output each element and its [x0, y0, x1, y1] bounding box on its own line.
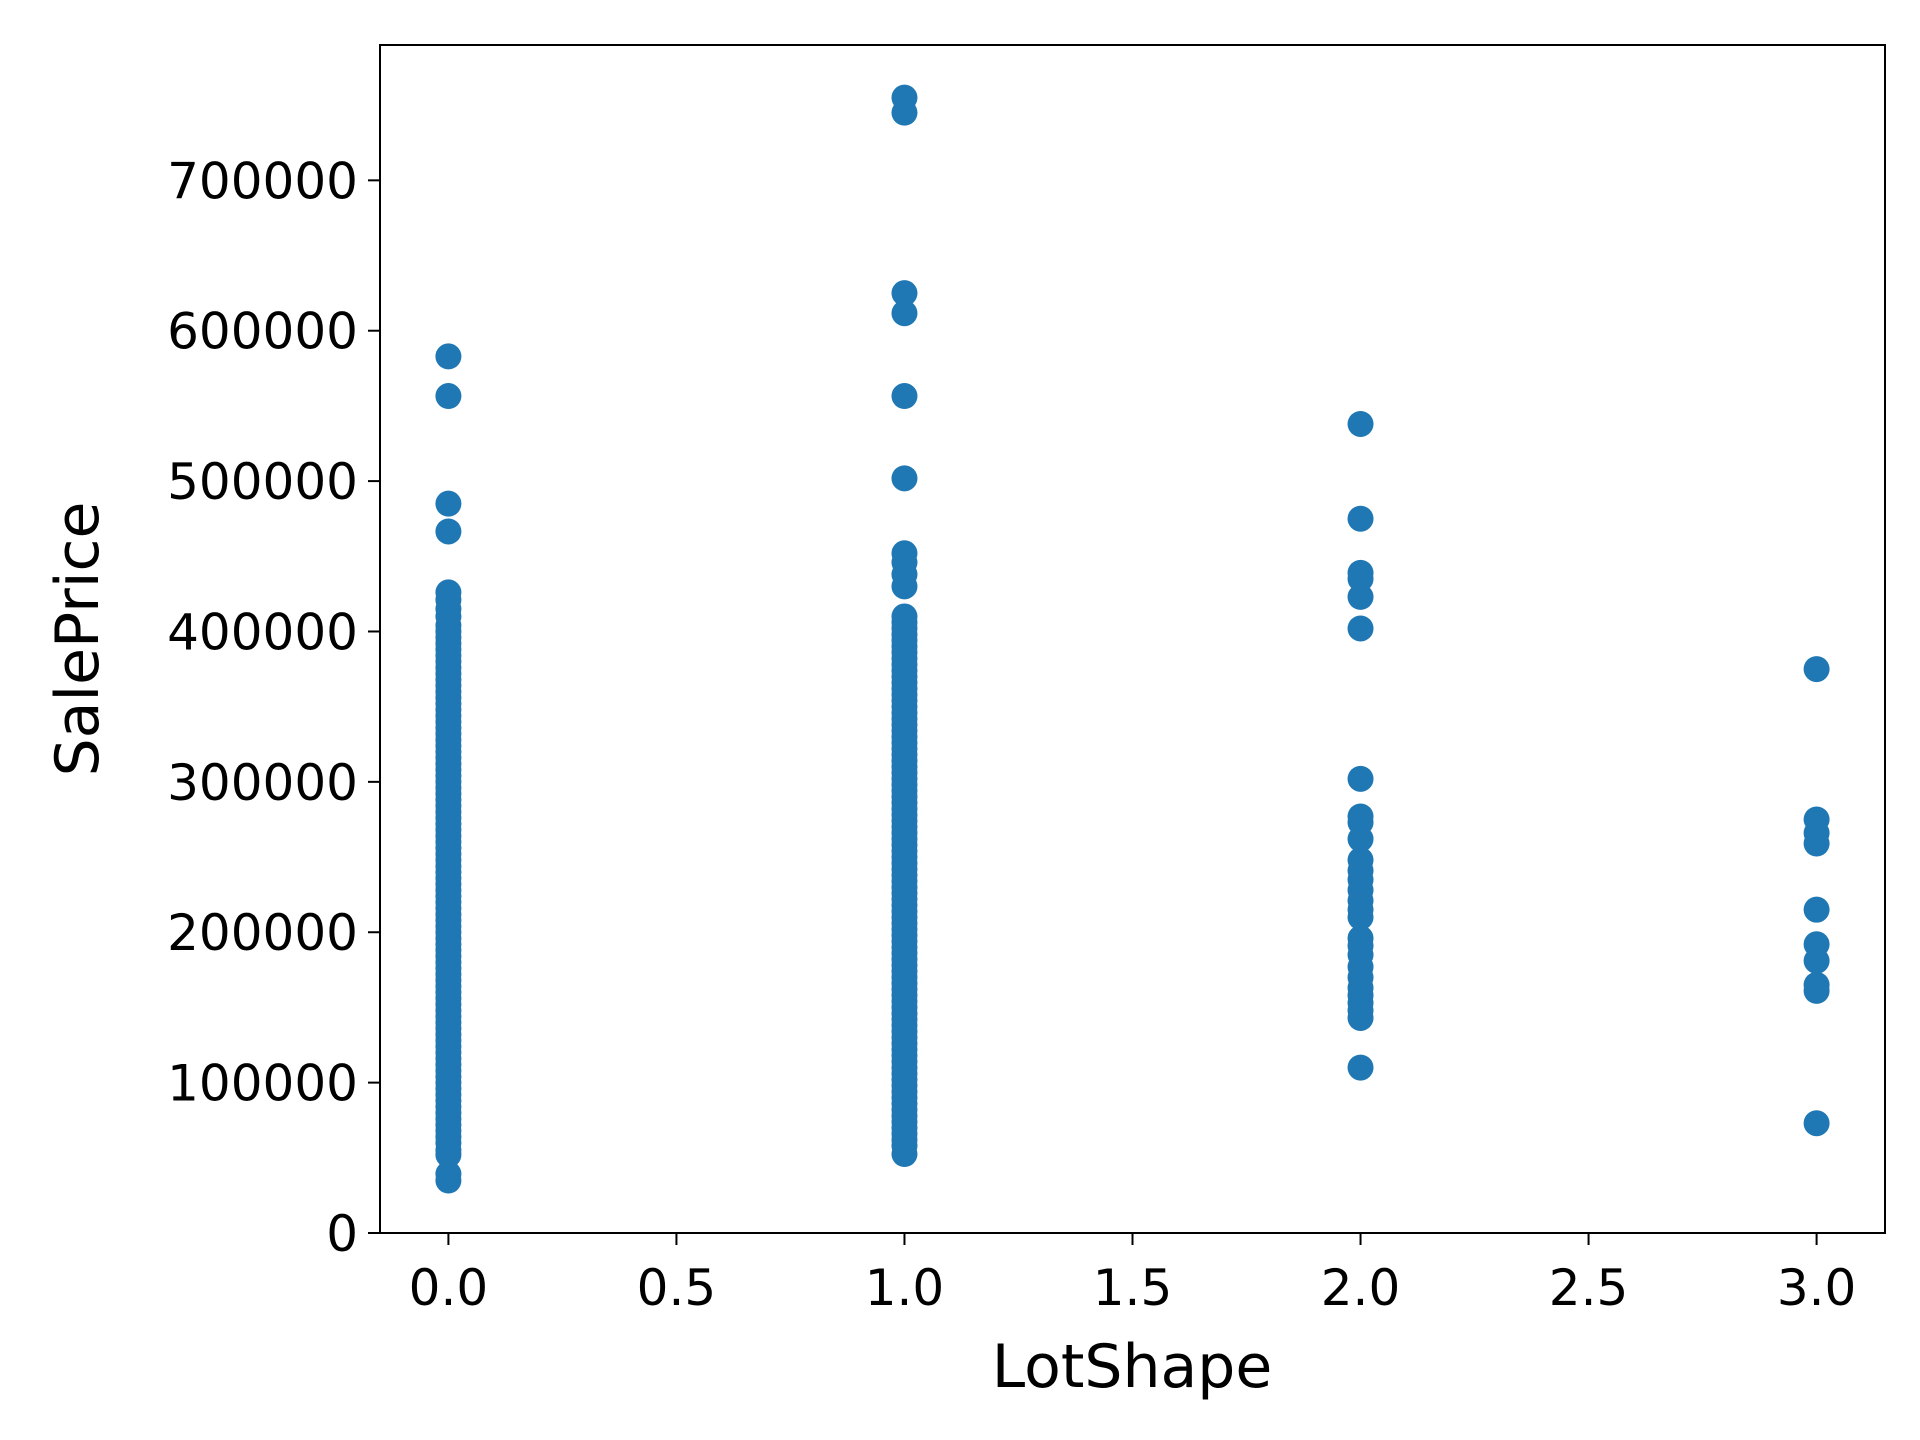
- data-point-224: [1347, 559, 1374, 586]
- data-point-198: [891, 84, 918, 111]
- data-point-94: [435, 579, 462, 606]
- data-points: [435, 84, 1830, 1194]
- y-tick-label-5: 500000: [167, 453, 358, 511]
- data-point-226: [1347, 410, 1374, 437]
- data-point-229: [1803, 971, 1830, 998]
- data-point-1: [435, 1160, 462, 1187]
- data-point-192: [891, 540, 918, 567]
- y-tick-label-6: 600000: [167, 303, 358, 361]
- data-point-199: [1347, 1054, 1374, 1081]
- x-tick-label-0: 0.0: [409, 1259, 489, 1317]
- y-axis-title: SalePrice: [43, 502, 113, 777]
- data-point-231: [1803, 931, 1830, 958]
- data-point-195: [891, 300, 918, 327]
- plot-area: [380, 45, 1885, 1233]
- y-tick-label-4: 400000: [167, 603, 358, 661]
- x-axis-title: LotShape: [992, 1332, 1273, 1402]
- x-tick-label-3: 1.5: [1093, 1259, 1173, 1317]
- data-point-235: [1803, 806, 1830, 833]
- y-tick-label-7: 700000: [167, 152, 358, 210]
- x-tick-label-2: 1.0: [865, 1259, 945, 1317]
- y-tick-label-1: 100000: [167, 1055, 358, 1113]
- data-point-227: [1803, 1110, 1830, 1137]
- y-tick-label-0: 0: [326, 1205, 358, 1263]
- x-tick-label-6: 3.0: [1777, 1259, 1857, 1317]
- data-point-98: [435, 343, 462, 370]
- data-point-216: [1347, 847, 1374, 874]
- data-point-221: [1347, 615, 1374, 642]
- data-point-95: [435, 518, 462, 545]
- data-point-193: [891, 465, 918, 492]
- data-point-196: [891, 280, 918, 307]
- y-tick-label-3: 300000: [167, 754, 358, 812]
- data-point-209: [1347, 925, 1374, 952]
- data-point-194: [891, 383, 918, 410]
- data-point-232: [1803, 896, 1830, 923]
- data-point-188: [891, 603, 918, 630]
- data-point-222: [1347, 583, 1374, 610]
- data-point-236: [1803, 656, 1830, 683]
- x-tick-label-5: 2.5: [1549, 1259, 1629, 1317]
- data-point-97: [435, 383, 462, 410]
- x-tick-label-1: 0.5: [637, 1259, 717, 1317]
- x-tick-label-4: 2.0: [1321, 1259, 1401, 1317]
- data-point-225: [1347, 505, 1374, 532]
- data-point-96: [435, 490, 462, 517]
- data-point-220: [1347, 765, 1374, 792]
- x-axis-ticks: 0.0 0.5 1.0 1.5 2.0 2.5 3.0: [409, 1233, 1857, 1317]
- y-axis-ticks: 0 100000 200000 300000 400000 500000 600000 700…: [167, 152, 380, 1263]
- y-tick-label-2: 200000: [167, 904, 358, 962]
- data-point-219: [1347, 803, 1374, 830]
